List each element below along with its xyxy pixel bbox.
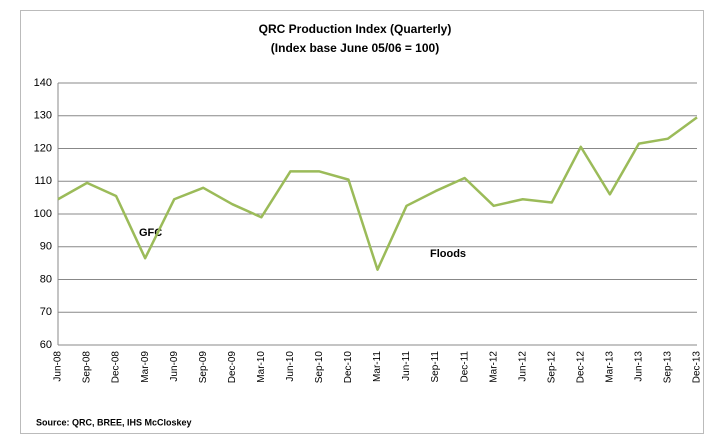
x-tick-label: Mar-11: [372, 351, 383, 382]
y-tick-label: 60: [40, 339, 52, 351]
x-tick-label: Dec-08: [111, 351, 122, 384]
y-tick-label: 80: [40, 273, 52, 285]
y-tick-label: 100: [34, 208, 52, 220]
x-tick-label: Mar-12: [488, 351, 499, 383]
annotation: Floods: [430, 248, 466, 260]
x-tick-label: Sep-13: [663, 351, 674, 384]
y-tick-label: 110: [34, 175, 52, 187]
x-tick-label: Mar-13: [605, 351, 616, 383]
chart-subtitle: (Index base June 05/06 = 100): [271, 41, 439, 55]
x-tick-label: Jun-09: [169, 351, 180, 382]
y-tick-label: 140: [34, 77, 52, 89]
chart-title: QRC Production Index (Quarterly): [259, 22, 452, 36]
x-tick-label: Sep-10: [314, 351, 325, 384]
x-tick-label: Dec-10: [343, 351, 354, 384]
source-note: Source: QRC, BREE, IHS McCloskey: [36, 417, 192, 427]
x-tick-label: Sep-12: [546, 351, 557, 384]
x-tick-label: Dec-12: [575, 351, 586, 384]
x-tick-label: Mar-10: [256, 351, 267, 383]
x-tick-label: Sep-09: [198, 351, 209, 384]
y-tick-label: 130: [34, 110, 52, 122]
x-tick-label: Jun-11: [401, 351, 412, 381]
y-tick-label: 90: [40, 241, 52, 253]
x-tick-label: Dec-09: [227, 351, 238, 384]
y-tick-label: 70: [40, 306, 52, 318]
x-tick-label: Jun-10: [285, 351, 296, 382]
x-tick-label: Sep-11: [430, 351, 441, 383]
x-tick-label: Sep-08: [82, 351, 93, 384]
x-tick-label: Dec-13: [692, 351, 703, 384]
x-tick-label: Mar-09: [140, 351, 151, 383]
y-tick-label: 120: [34, 142, 52, 154]
data-line: [57, 116, 698, 271]
x-tick-label: Dec-11: [459, 351, 470, 383]
x-tick-label: Jun-12: [517, 351, 528, 382]
x-tick-label: Jun-13: [634, 351, 645, 382]
x-tick-label: Jun-08: [53, 351, 64, 382]
